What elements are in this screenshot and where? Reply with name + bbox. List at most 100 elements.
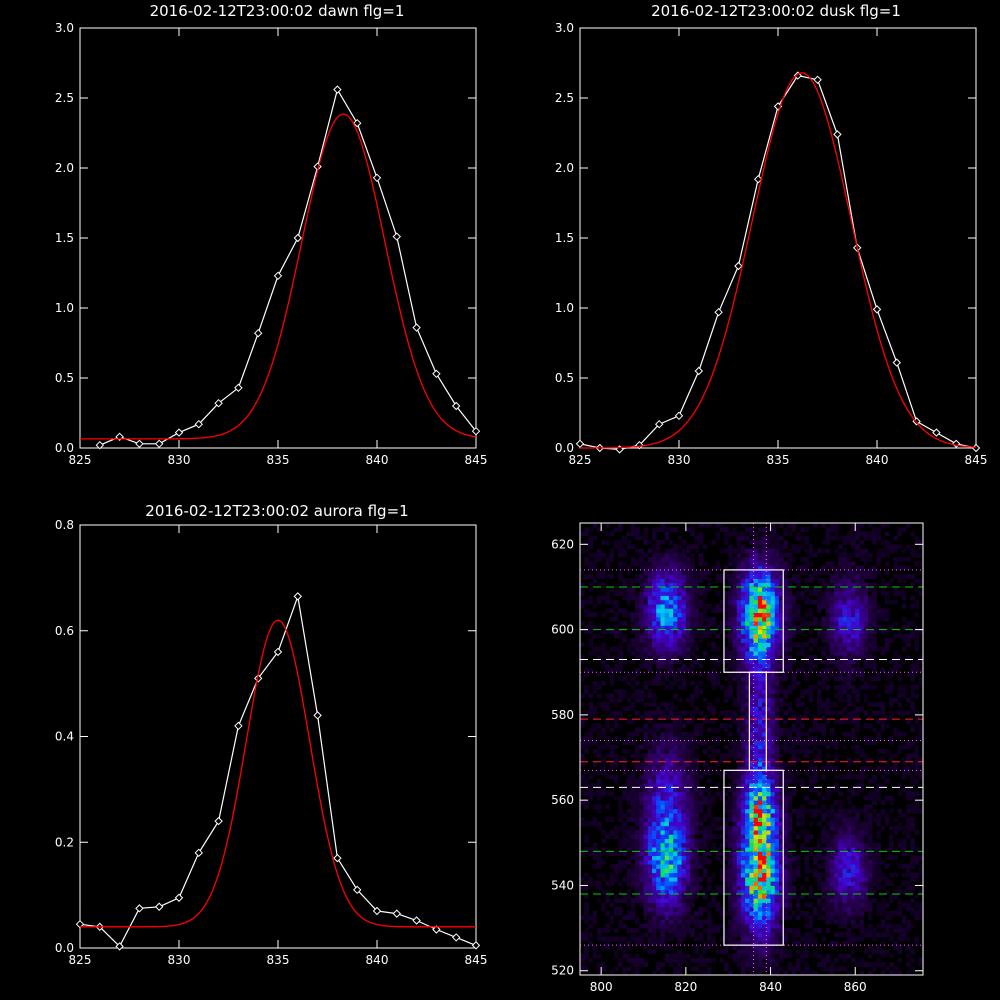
heatmap-cell — [821, 830, 826, 835]
heatmap-cell — [770, 574, 776, 579]
heatmap-cell — [821, 633, 826, 639]
heatmap-cell — [626, 928, 632, 933]
heatmap-cell — [702, 957, 708, 963]
heatmap-cell — [656, 872, 661, 878]
heatmap-cell — [829, 629, 835, 635]
heatmap-cell — [732, 808, 737, 814]
heatmap-cell — [694, 774, 699, 780]
heatmap-cell — [770, 945, 776, 950]
heatmap-cell — [736, 642, 742, 648]
heatmap-cell — [808, 932, 814, 938]
heatmap-cell — [685, 787, 691, 793]
heatmap-cell — [859, 821, 865, 827]
heatmap-cell — [753, 740, 759, 746]
heatmap-cell — [851, 906, 856, 912]
heatmap-cell — [762, 621, 767, 626]
heatmap-cell — [757, 689, 763, 694]
heatmap-cell — [787, 966, 793, 972]
heatmap-cell — [855, 659, 860, 665]
heatmap-cell — [711, 800, 716, 805]
heatmap-cell — [694, 689, 699, 694]
heatmap-cell — [825, 842, 831, 848]
heatmap-cell — [829, 817, 835, 822]
heatmap-cell — [647, 766, 653, 771]
heatmap-cell — [834, 800, 839, 805]
heatmap-cell — [630, 902, 636, 908]
heatmap-cell — [774, 706, 780, 712]
heatmap-cell — [863, 757, 869, 763]
heatmap-cell — [757, 655, 763, 660]
heatmap-cell — [774, 621, 780, 626]
heatmap-cell — [635, 744, 640, 750]
heatmap-cell — [834, 813, 839, 818]
heatmap-cell — [770, 523, 776, 528]
heatmap-cell — [605, 928, 610, 933]
heatmap-cell — [766, 847, 771, 852]
heatmap-cell — [783, 881, 788, 886]
heatmap-cell — [694, 830, 699, 835]
heatmap-cell — [804, 599, 809, 605]
heatmap-cell — [817, 633, 822, 639]
heatmap-cell — [817, 847, 822, 852]
heatmap-cell — [749, 876, 754, 882]
heatmap-cell — [863, 932, 869, 938]
heatmap-cell — [770, 582, 776, 588]
heatmap-cell — [859, 889, 865, 895]
heatmap-cell — [804, 672, 809, 677]
heatmap-cell — [626, 731, 632, 737]
heatmap-cell — [859, 838, 865, 844]
heatmap-cell — [859, 642, 865, 648]
heatmap-cell — [613, 868, 619, 874]
heatmap-cell — [660, 744, 666, 750]
heatmap-cell — [656, 787, 661, 793]
heatmap-cell — [618, 578, 623, 584]
heatmap-cell — [664, 655, 670, 660]
heatmap-cell — [660, 770, 666, 775]
heatmap-cell — [821, 638, 826, 643]
heatmap-cell — [800, 949, 805, 955]
heatmap-cell — [647, 646, 653, 652]
heatmap-cell — [749, 834, 754, 839]
heatmap-cell — [647, 894, 653, 899]
heatmap-cell — [787, 523, 793, 528]
heatmap-cell — [656, 915, 661, 920]
heatmap-cell — [643, 595, 649, 601]
heatmap-cell — [584, 902, 589, 908]
heatmap-cell — [834, 940, 839, 946]
heatmap-cell — [702, 787, 708, 793]
heatmap-cell — [639, 957, 644, 963]
heatmap-cell — [846, 565, 852, 571]
heatmap-cell — [724, 676, 729, 682]
heatmap-cell — [812, 655, 818, 660]
heatmap-cell — [817, 659, 822, 665]
heatmap-cell — [626, 697, 632, 703]
heatmap-cell — [660, 889, 666, 895]
heatmap-cell — [846, 821, 852, 827]
heatmap-cell — [855, 911, 860, 916]
heatmap-cell — [834, 523, 839, 528]
heatmap-cell — [681, 919, 687, 925]
heatmap-cell — [770, 842, 776, 848]
heatmap-cell — [732, 672, 737, 677]
heatmap-cell — [829, 847, 835, 852]
heatmap-cell — [829, 638, 835, 643]
heatmap-cell — [855, 757, 860, 763]
heatmap-cell — [681, 676, 687, 682]
heatmap-cell — [681, 744, 687, 750]
heatmap-cell — [613, 906, 619, 912]
heatmap-cell — [685, 629, 691, 635]
heatmap-cell — [656, 633, 661, 639]
heatmap-cell — [762, 791, 767, 797]
heatmap-cell — [596, 859, 602, 865]
heatmap-cell — [774, 898, 780, 903]
heatmap-cell — [596, 881, 602, 886]
heatmap-cell — [660, 804, 666, 810]
heatmap-cell — [800, 668, 805, 673]
heatmap-cell — [863, 795, 869, 801]
heatmap-cell — [643, 817, 649, 822]
heatmap-cell — [609, 552, 615, 558]
heatmap-cell — [673, 565, 678, 571]
heatmap-cell — [681, 876, 687, 882]
heatmap-cell — [825, 668, 831, 673]
heatmap-cell — [702, 842, 708, 848]
